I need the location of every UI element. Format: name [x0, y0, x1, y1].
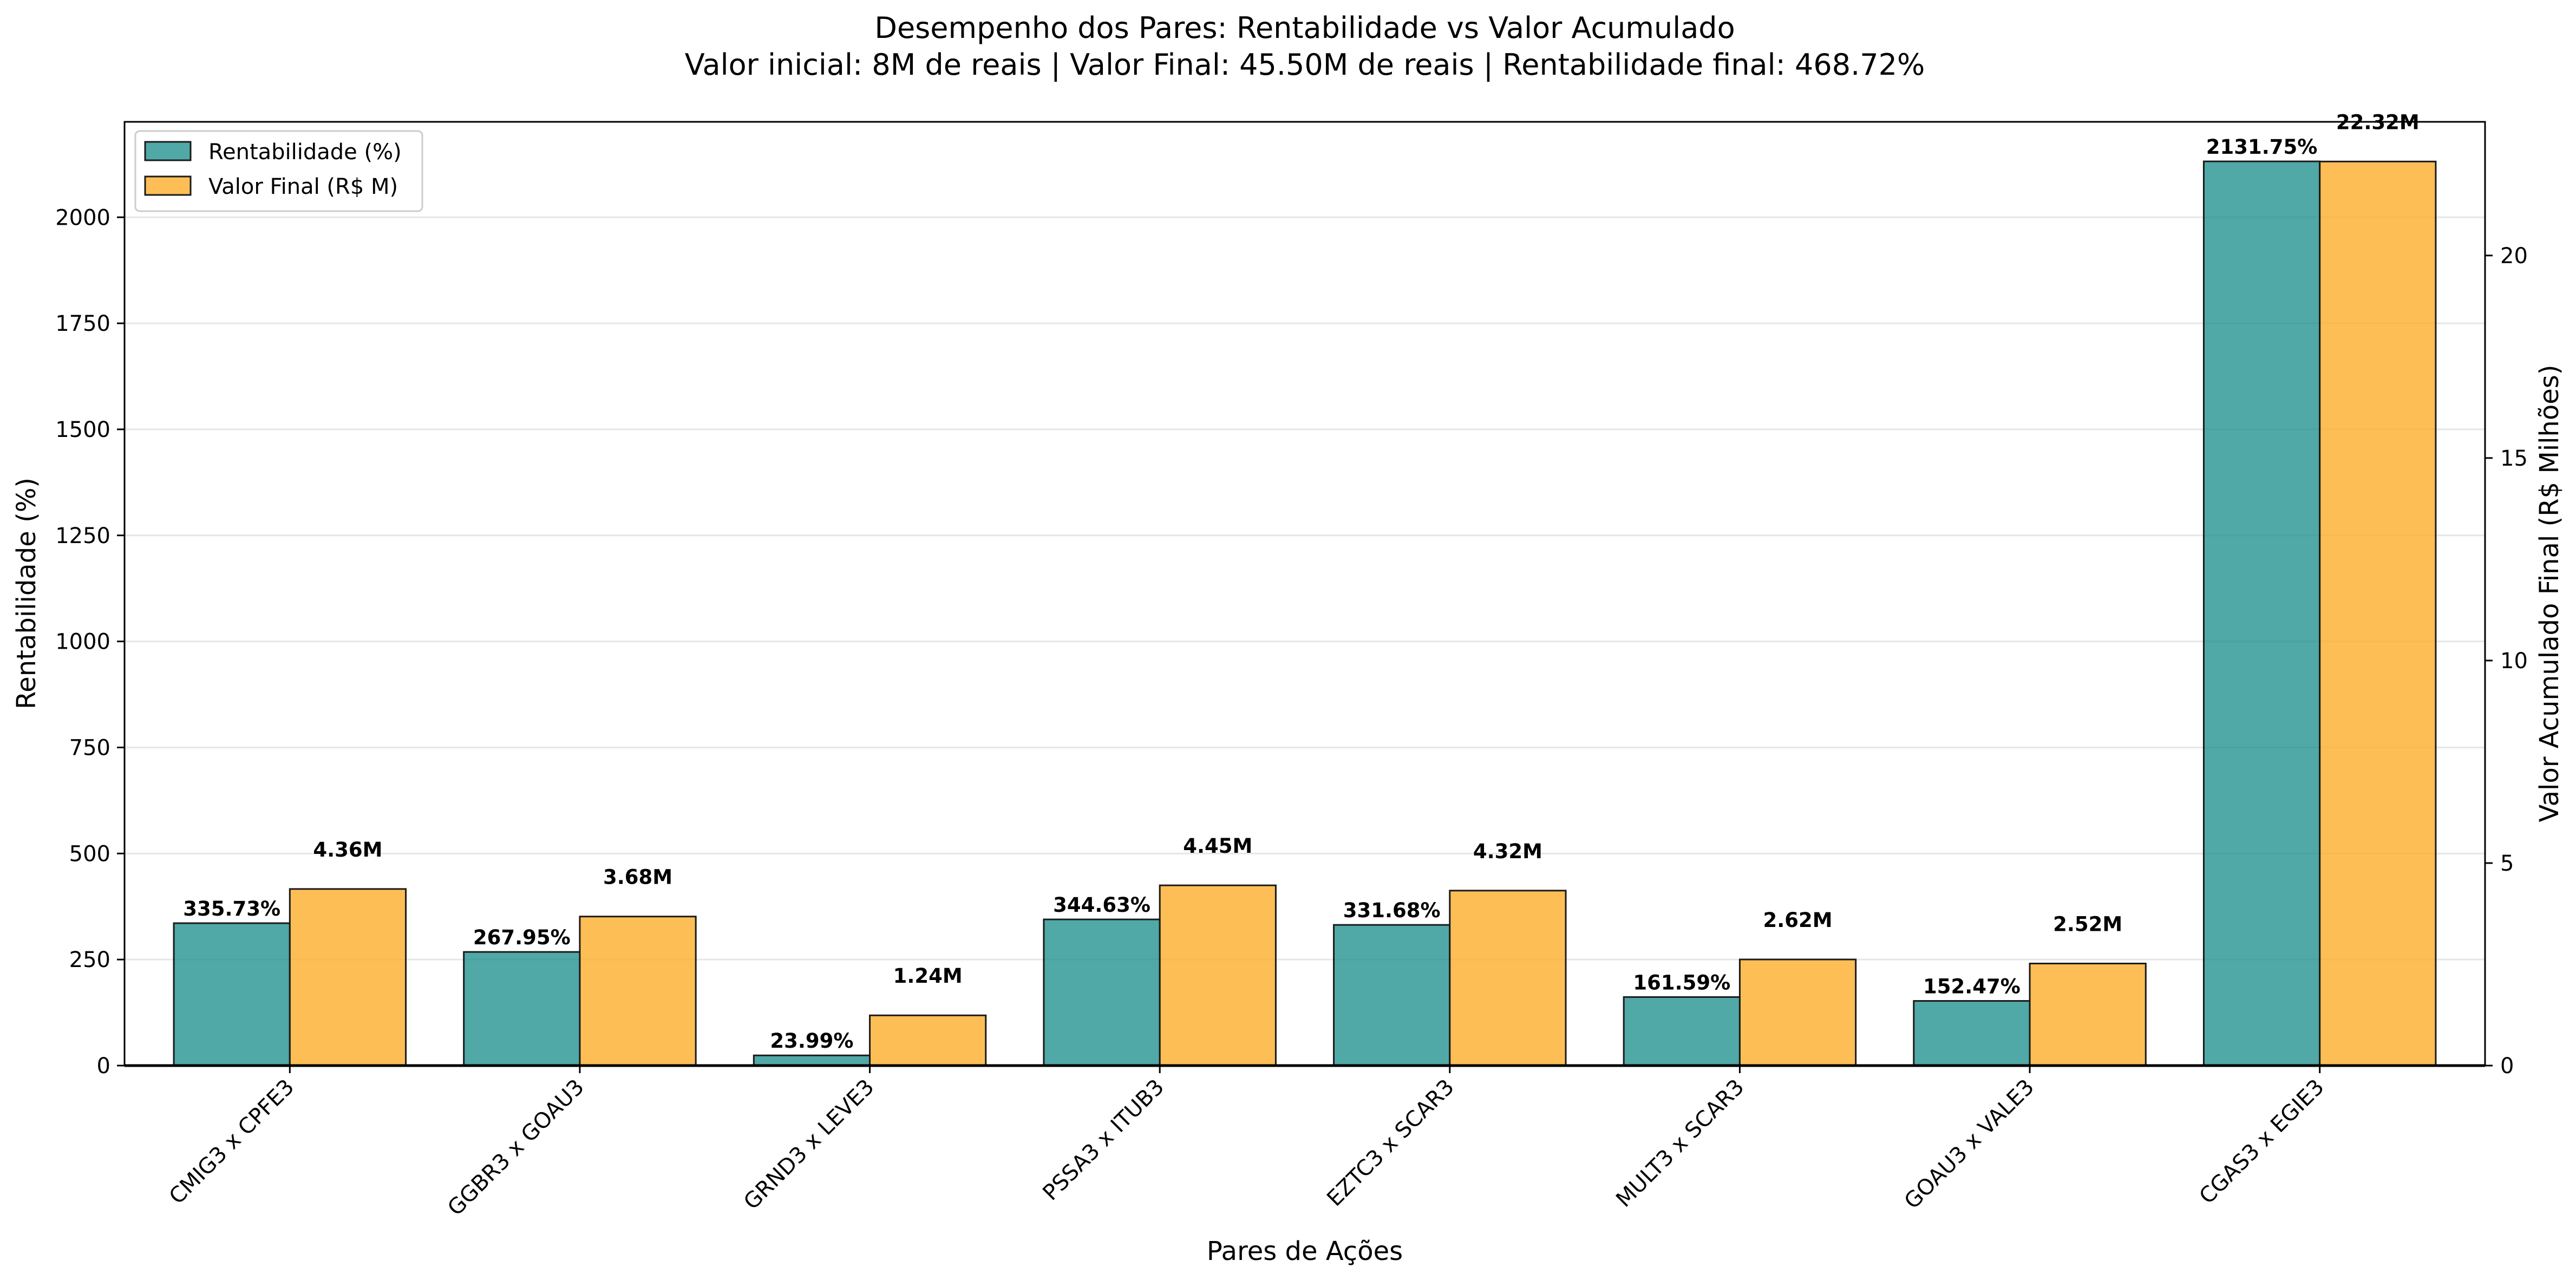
- chart-subtitle: Valor inicial: 8M de reais | Valor Final…: [685, 48, 1925, 82]
- bar-rentabilidade: [1043, 918, 1161, 1067]
- bar-valor-final: [1159, 884, 1277, 1067]
- y-right-tick-label: 0: [2500, 1054, 2514, 1079]
- bar-valor-final: [579, 916, 697, 1067]
- data-label-rentabilidade: 344.63%: [1053, 893, 1150, 917]
- data-label-rentabilidade: 23.99%: [770, 1029, 853, 1053]
- bar-rentabilidade: [2202, 160, 2321, 1067]
- y-left-tick-label: 1000: [55, 630, 110, 655]
- bar-valor-final: [289, 888, 407, 1067]
- bar-valor-final: [2319, 160, 2437, 1067]
- bar-rentabilidade: [173, 922, 291, 1067]
- bar-valor-final: [2029, 962, 2147, 1067]
- data-label-valor-final: 4.36M: [313, 838, 382, 861]
- legend-label-valor-final: Valor Final (R$ M): [208, 174, 398, 199]
- data-label-rentabilidade: 2131.75%: [2206, 135, 2318, 159]
- bar-rentabilidade: [463, 951, 581, 1067]
- legend-swatch-rentabilidade: [144, 141, 192, 161]
- data-label-valor-final: 2.52M: [2053, 912, 2122, 936]
- data-label-rentabilidade: 335.73%: [183, 897, 280, 920]
- y-right-tick-label: 15: [2500, 446, 2528, 471]
- legend: Rentabilidade (%) Valor Final (R$ M): [134, 130, 423, 212]
- legend-swatch-valor-final: [144, 175, 192, 196]
- y-left-tick-label: 0: [97, 1054, 110, 1079]
- chart-title: Desempenho dos Pares: Rentabilidade vs V…: [874, 11, 1735, 45]
- data-label-valor-final: 1.24M: [893, 964, 963, 988]
- bar-rentabilidade: [753, 1054, 871, 1067]
- y-left-tick-label: 250: [69, 948, 110, 972]
- bar-valor-final: [1449, 890, 1567, 1067]
- y-left-tick-label: 1750: [55, 311, 110, 336]
- bars: [173, 160, 2437, 1067]
- bar-rentabilidade: [1623, 996, 1741, 1067]
- data-label-rentabilidade: 161.59%: [1633, 971, 1730, 994]
- y-left-tick-label: 500: [69, 841, 110, 866]
- data-label-valor-final: 4.32M: [1473, 840, 1542, 863]
- data-label-rentabilidade: 331.68%: [1343, 899, 1441, 922]
- y-left-tick-label: 1500: [55, 417, 110, 442]
- y-axis-right-label: Valor Acumulado Final (R$ Milhões): [2534, 365, 2565, 822]
- data-label-valor-final: 3.68M: [603, 866, 672, 889]
- bar-valor-final: [1738, 958, 1857, 1067]
- legend-box: [134, 130, 423, 212]
- y-right-tick-label: 5: [2500, 851, 2514, 876]
- y-left-tick-label: 2000: [55, 205, 110, 230]
- y-axis-left-label: Rentabilidade (%): [11, 478, 42, 709]
- y-right-tick-label: 10: [2500, 649, 2528, 674]
- bar-rentabilidade: [1913, 1000, 2031, 1067]
- bar-valor-final: [869, 1014, 987, 1067]
- bar-rentabilidade: [1333, 924, 1451, 1067]
- data-label-valor-final: 2.62M: [1763, 909, 1833, 932]
- data-label-rentabilidade: 152.47%: [1923, 975, 2021, 998]
- data-label-rentabilidade: 267.95%: [473, 926, 571, 949]
- data-label-valor-final: 4.45M: [1183, 834, 1252, 858]
- y-left-tick-label: 1250: [55, 524, 110, 548]
- y-right-tick-label: 20: [2500, 244, 2528, 269]
- y-left-tick-label: 750: [69, 735, 110, 760]
- legend-label-rentabilidade: Rentabilidade (%): [208, 140, 402, 165]
- x-axis-label: Pares de Ações: [1207, 1236, 1403, 1266]
